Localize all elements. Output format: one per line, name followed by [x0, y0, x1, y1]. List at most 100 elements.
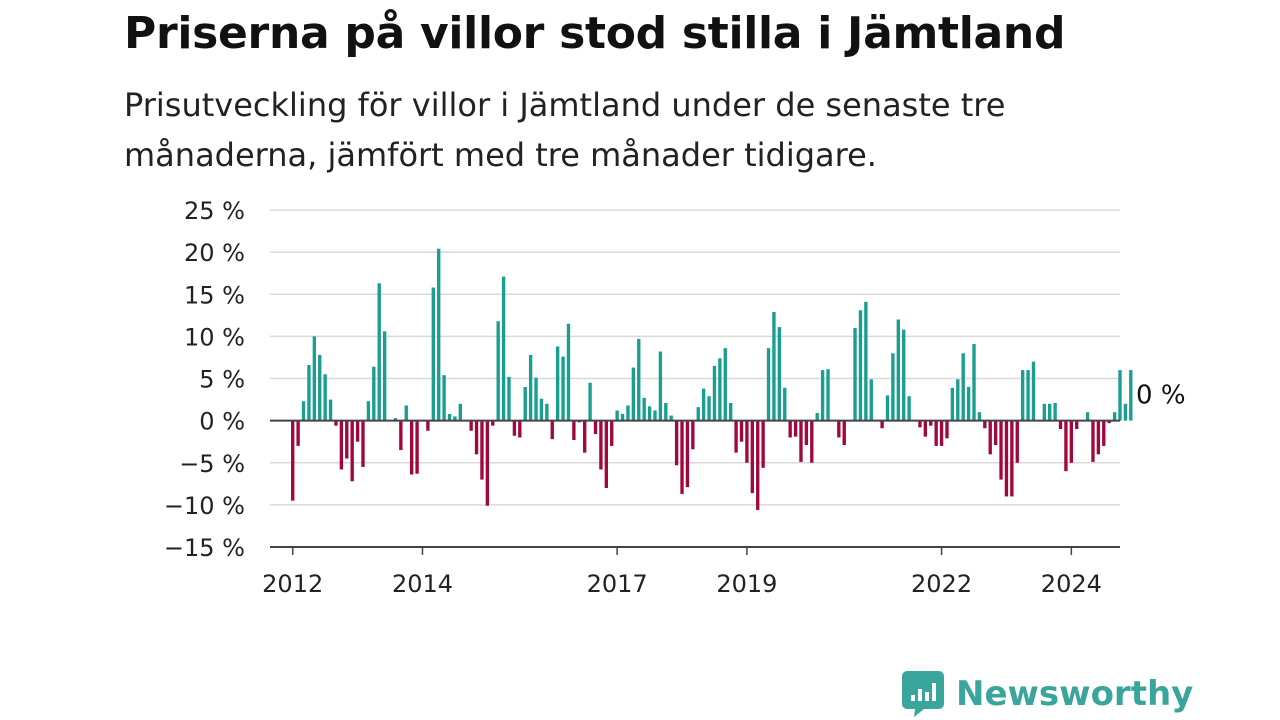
bar [480, 420, 484, 480]
bar [929, 420, 933, 426]
bar [896, 319, 900, 421]
y-tick-label: 20 % [184, 239, 245, 267]
chart-subtitle: Prisutveckling för villor i Jämtland und… [124, 86, 1006, 174]
bar [723, 348, 727, 421]
x-tick-label: 2014 [392, 570, 453, 598]
bars [291, 248, 1133, 510]
bar [539, 398, 544, 421]
bar [426, 420, 430, 431]
bar [312, 336, 317, 421]
bar [837, 420, 841, 438]
bar [1015, 420, 1019, 463]
bar [993, 420, 998, 446]
bar [518, 420, 522, 438]
bar [550, 420, 554, 440]
bar [620, 413, 625, 421]
bar [1112, 412, 1117, 421]
bar [853, 327, 857, 421]
bar [339, 420, 344, 470]
bar [701, 388, 706, 421]
bar [815, 413, 819, 421]
x-tick-label: 2017 [587, 570, 648, 598]
bar [945, 420, 949, 439]
bar [1085, 412, 1090, 421]
bar [1048, 403, 1052, 421]
bar [1031, 361, 1036, 421]
bar [674, 420, 679, 466]
bar [658, 351, 663, 421]
bar [983, 420, 987, 429]
bar [583, 420, 587, 453]
bar [307, 365, 311, 421]
bar [783, 387, 787, 421]
bar [501, 276, 506, 421]
bar [1075, 420, 1079, 430]
bar [485, 420, 490, 506]
bar [637, 338, 641, 421]
bar [437, 248, 441, 421]
bar [431, 287, 435, 421]
bar [1096, 420, 1101, 455]
bar [1091, 420, 1095, 462]
bar [566, 323, 571, 421]
bar [907, 396, 911, 421]
bar [545, 403, 549, 421]
bar [696, 407, 700, 421]
bar [1020, 370, 1025, 421]
bar [810, 420, 814, 463]
y-tick-label: 15 % [184, 281, 245, 309]
bar [1123, 403, 1128, 421]
bar [399, 420, 403, 451]
bar [880, 420, 884, 429]
bar [712, 365, 717, 421]
bar [599, 420, 603, 470]
brand-name: Newsworthy [956, 674, 1194, 714]
latest-value-label: 0 % [1136, 381, 1186, 411]
bar [842, 420, 846, 446]
x-tick-label: 2012 [262, 570, 323, 598]
bar [615, 410, 619, 421]
bar [745, 420, 749, 463]
bar [869, 379, 873, 421]
bar [626, 405, 630, 421]
bar [729, 402, 733, 421]
bar [902, 329, 906, 421]
bar [1064, 420, 1068, 472]
bar [1102, 420, 1106, 446]
bar [496, 321, 500, 421]
y-tick-label: −15 % [164, 534, 245, 562]
bar [561, 356, 565, 421]
bar [826, 369, 830, 421]
y-tick-label: 0 % [199, 408, 245, 436]
bar [572, 420, 576, 441]
chart-bubble-icon [902, 671, 944, 717]
bar [956, 379, 960, 421]
bar [977, 412, 982, 421]
bar [793, 420, 798, 437]
bar [318, 354, 322, 421]
bar [1010, 420, 1014, 497]
bar [788, 420, 792, 438]
bar [950, 387, 955, 421]
bar [453, 416, 457, 421]
bar [350, 420, 354, 482]
bar [296, 420, 300, 446]
bar [647, 406, 652, 421]
bar [334, 420, 338, 426]
bar [680, 420, 684, 494]
bar [323, 374, 327, 421]
bar [972, 343, 976, 421]
bar [756, 420, 760, 510]
bar [685, 420, 690, 488]
chart-title: Priserna på villor stod stilla i Jämtlan… [124, 8, 1066, 59]
bar [891, 353, 895, 421]
bar [642, 397, 646, 421]
bar [777, 327, 782, 421]
bar [604, 420, 608, 489]
bar [1004, 420, 1009, 497]
bar [1107, 420, 1111, 424]
bar [588, 382, 592, 421]
bar [707, 396, 711, 421]
y-tick-label: 10 % [184, 323, 245, 351]
